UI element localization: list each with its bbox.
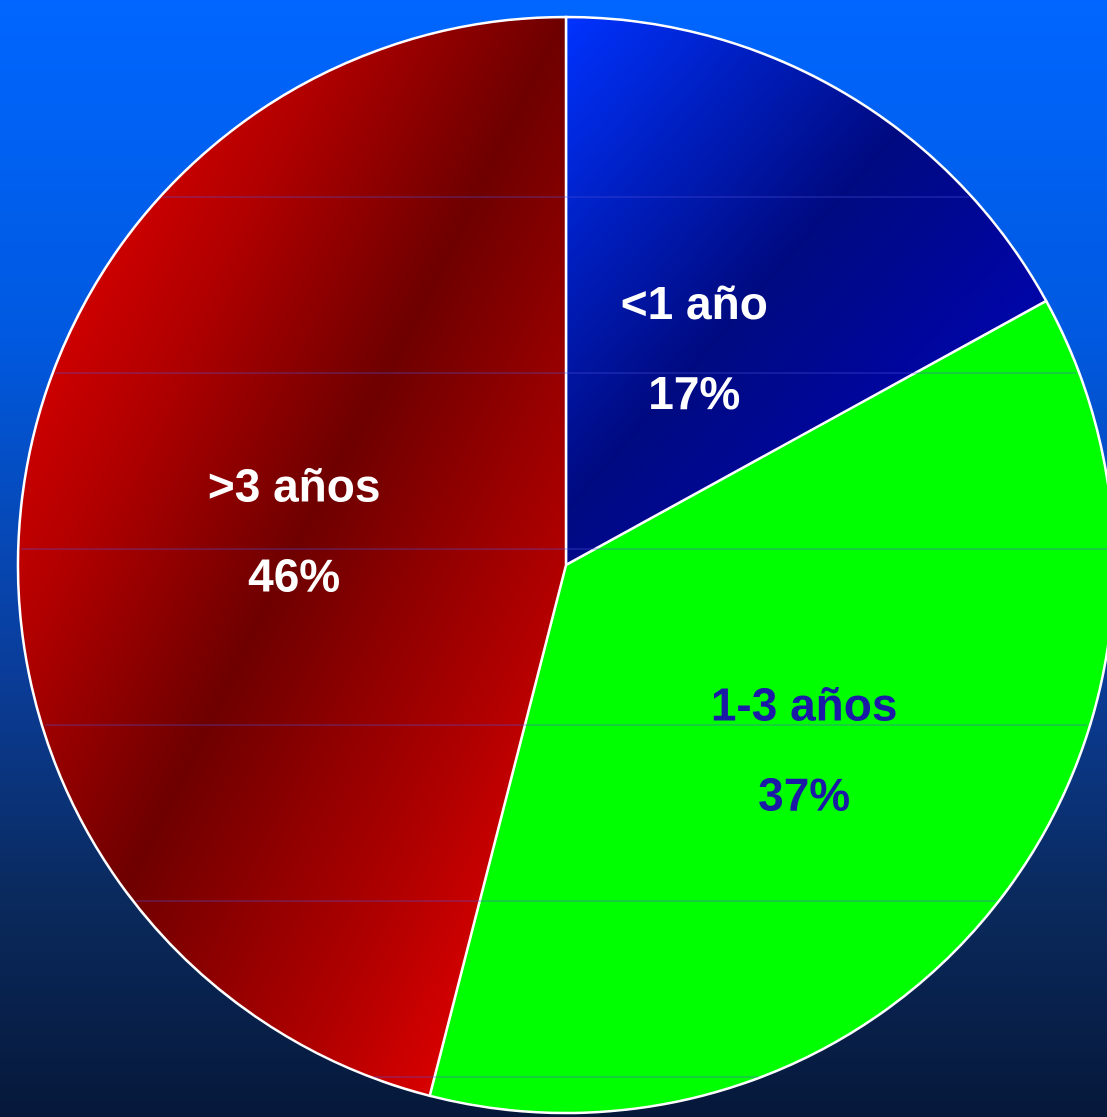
pie-gridlines <box>21 196 1107 1078</box>
pie-slice-2 <box>16 15 568 1098</box>
pie-slice-0 <box>564 15 1048 568</box>
slice-category-label-2: >3 años <box>208 460 381 512</box>
slice-category-label-0: <1 año <box>621 277 768 329</box>
pie-slices <box>16 15 1107 1115</box>
slice-percent-label-1: 37% <box>758 769 850 821</box>
pie-labels: <1 año 17% 1-3 años 37% >3 años 46% <box>208 277 898 821</box>
slice-percent-label-0: 17% <box>648 367 740 419</box>
slice-category-label-1: 1-3 años <box>711 679 898 731</box>
slice-percent-label-2: 46% <box>248 550 340 602</box>
